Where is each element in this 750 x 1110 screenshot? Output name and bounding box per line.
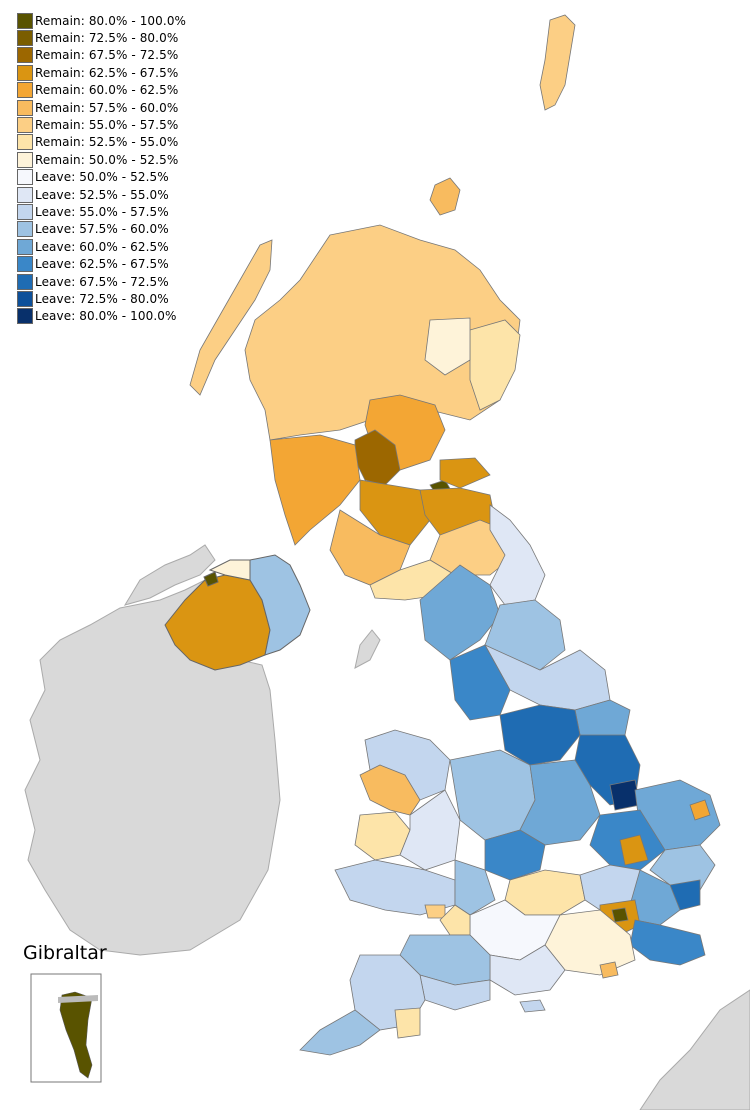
northern-ireland-east <box>249 554 311 656</box>
legend-swatch <box>17 203 33 220</box>
legend-label: Remain: 67.5% - 72.5% <box>35 48 179 63</box>
legend-label: Remain: 50.0% - 52.5% <box>35 152 179 167</box>
ireland-north-coast <box>123 544 216 606</box>
shetland <box>539 14 576 111</box>
legend-item: Remain: 62.5% - 67.5% <box>17 64 186 81</box>
legend-item: Remain: 50.0% - 52.5% <box>17 151 186 168</box>
legend-label: Leave: 55.0% - 57.5% <box>35 204 169 219</box>
legend-label: Leave: 57.5% - 60.0% <box>35 222 169 237</box>
gibraltar-title: Gibraltar <box>23 942 107 964</box>
powys <box>399 789 461 871</box>
legend-swatch <box>17 151 33 168</box>
legend-label: Remain: 62.5% - 67.5% <box>35 65 179 80</box>
west-scotland <box>269 434 361 546</box>
fife <box>439 457 491 489</box>
ni-derry <box>203 571 219 587</box>
yorkshire-south <box>499 704 581 766</box>
legend-swatch <box>17 308 33 325</box>
legend-swatch <box>17 238 33 255</box>
legend-swatch <box>17 290 33 307</box>
legend-swatch <box>17 64 33 81</box>
legend-swatch <box>17 221 33 238</box>
legend-item: Leave: 80.0% - 100.0% <box>17 308 186 325</box>
legend-item: Remain: 52.5% - 55.0% <box>17 134 186 151</box>
legend-swatch <box>17 134 33 151</box>
legend-item: Leave: 67.5% - 72.5% <box>17 273 186 290</box>
glasgow-area <box>359 479 431 546</box>
legend-swatch <box>17 117 33 134</box>
legend-label: Remain: 72.5% - 80.0% <box>35 31 179 46</box>
legend-label: Remain: 55.0% - 57.5% <box>35 118 179 133</box>
legend-item: Remain: 80.0% - 100.0% <box>17 12 186 29</box>
legend-swatch <box>17 12 33 29</box>
legend-swatch <box>17 30 33 47</box>
legend-item: Leave: 52.5% - 55.0% <box>17 186 186 203</box>
cumbria <box>419 564 501 661</box>
legend-item: Leave: 72.5% - 80.0% <box>17 290 186 307</box>
legend-swatch <box>17 47 33 64</box>
ni-north-coast <box>208 559 251 581</box>
aberdeenshire <box>469 319 521 411</box>
legend-label: Leave: 72.5% - 80.0% <box>35 291 169 306</box>
legend-item: Remain: 57.5% - 60.0% <box>17 99 186 116</box>
legend-item: Leave: 50.0% - 52.5% <box>17 169 186 186</box>
legend-item: Leave: 57.5% - 60.0% <box>17 221 186 238</box>
london-core <box>611 907 629 923</box>
legend-label: Remain: 80.0% - 100.0% <box>35 13 187 28</box>
map-legend: Remain: 80.0% - 100.0% Remain: 72.5% - 80… <box>17 12 186 325</box>
legend-item: Leave: 55.0% - 57.5% <box>17 203 186 220</box>
cornwall <box>299 1009 381 1056</box>
outer-hebrides <box>189 239 273 396</box>
legend-label: Remain: 52.5% - 55.0% <box>35 135 179 150</box>
gibraltar-runway <box>58 995 98 1003</box>
legend-label: Leave: 80.0% - 100.0% <box>35 309 177 324</box>
legend-swatch <box>17 273 33 290</box>
kent <box>629 919 706 966</box>
cambridge <box>619 834 649 866</box>
legend-item: Remain: 55.0% - 57.5% <box>17 116 186 134</box>
legend-swatch <box>17 169 33 186</box>
hampshire <box>489 944 566 996</box>
midlands-east <box>519 759 601 846</box>
exeter <box>394 1007 421 1039</box>
legend-swatch <box>17 82 33 99</box>
isle-of-wight <box>519 999 546 1013</box>
legend-item: Remain: 67.5% - 72.5% <box>17 47 186 64</box>
brighton <box>599 961 619 979</box>
legend-label: Leave: 52.5% - 55.0% <box>35 187 169 202</box>
legend-item: Remain: 60.0% - 62.5% <box>17 82 186 99</box>
legend-label: Leave: 50.0% - 52.5% <box>35 170 169 185</box>
legend-label: Remain: 57.5% - 60.0% <box>35 100 179 115</box>
europe-land <box>639 989 750 1110</box>
legend-label: Remain: 60.0% - 62.5% <box>35 83 179 98</box>
legend-label: Leave: 67.5% - 72.5% <box>35 274 169 289</box>
gwynedd <box>359 764 421 816</box>
isle-of-man <box>354 629 381 669</box>
moray <box>424 317 471 376</box>
legend-item: Leave: 62.5% - 67.5% <box>17 255 186 273</box>
legend-swatch <box>17 99 33 116</box>
norwich <box>689 799 711 821</box>
legend-swatch <box>17 186 33 203</box>
legend-label: Leave: 60.0% - 62.5% <box>35 239 169 254</box>
legend-label: Leave: 62.5% - 67.5% <box>35 257 169 272</box>
cardiff <box>424 904 446 919</box>
legend-swatch <box>17 256 33 273</box>
herefordshire <box>454 859 496 916</box>
gibraltar-inset-map <box>30 973 102 1083</box>
orkney <box>429 177 461 216</box>
legend-item: Remain: 72.5% - 80.0% <box>17 29 186 47</box>
legend-item: Leave: 60.0% - 62.5% <box>17 238 186 255</box>
